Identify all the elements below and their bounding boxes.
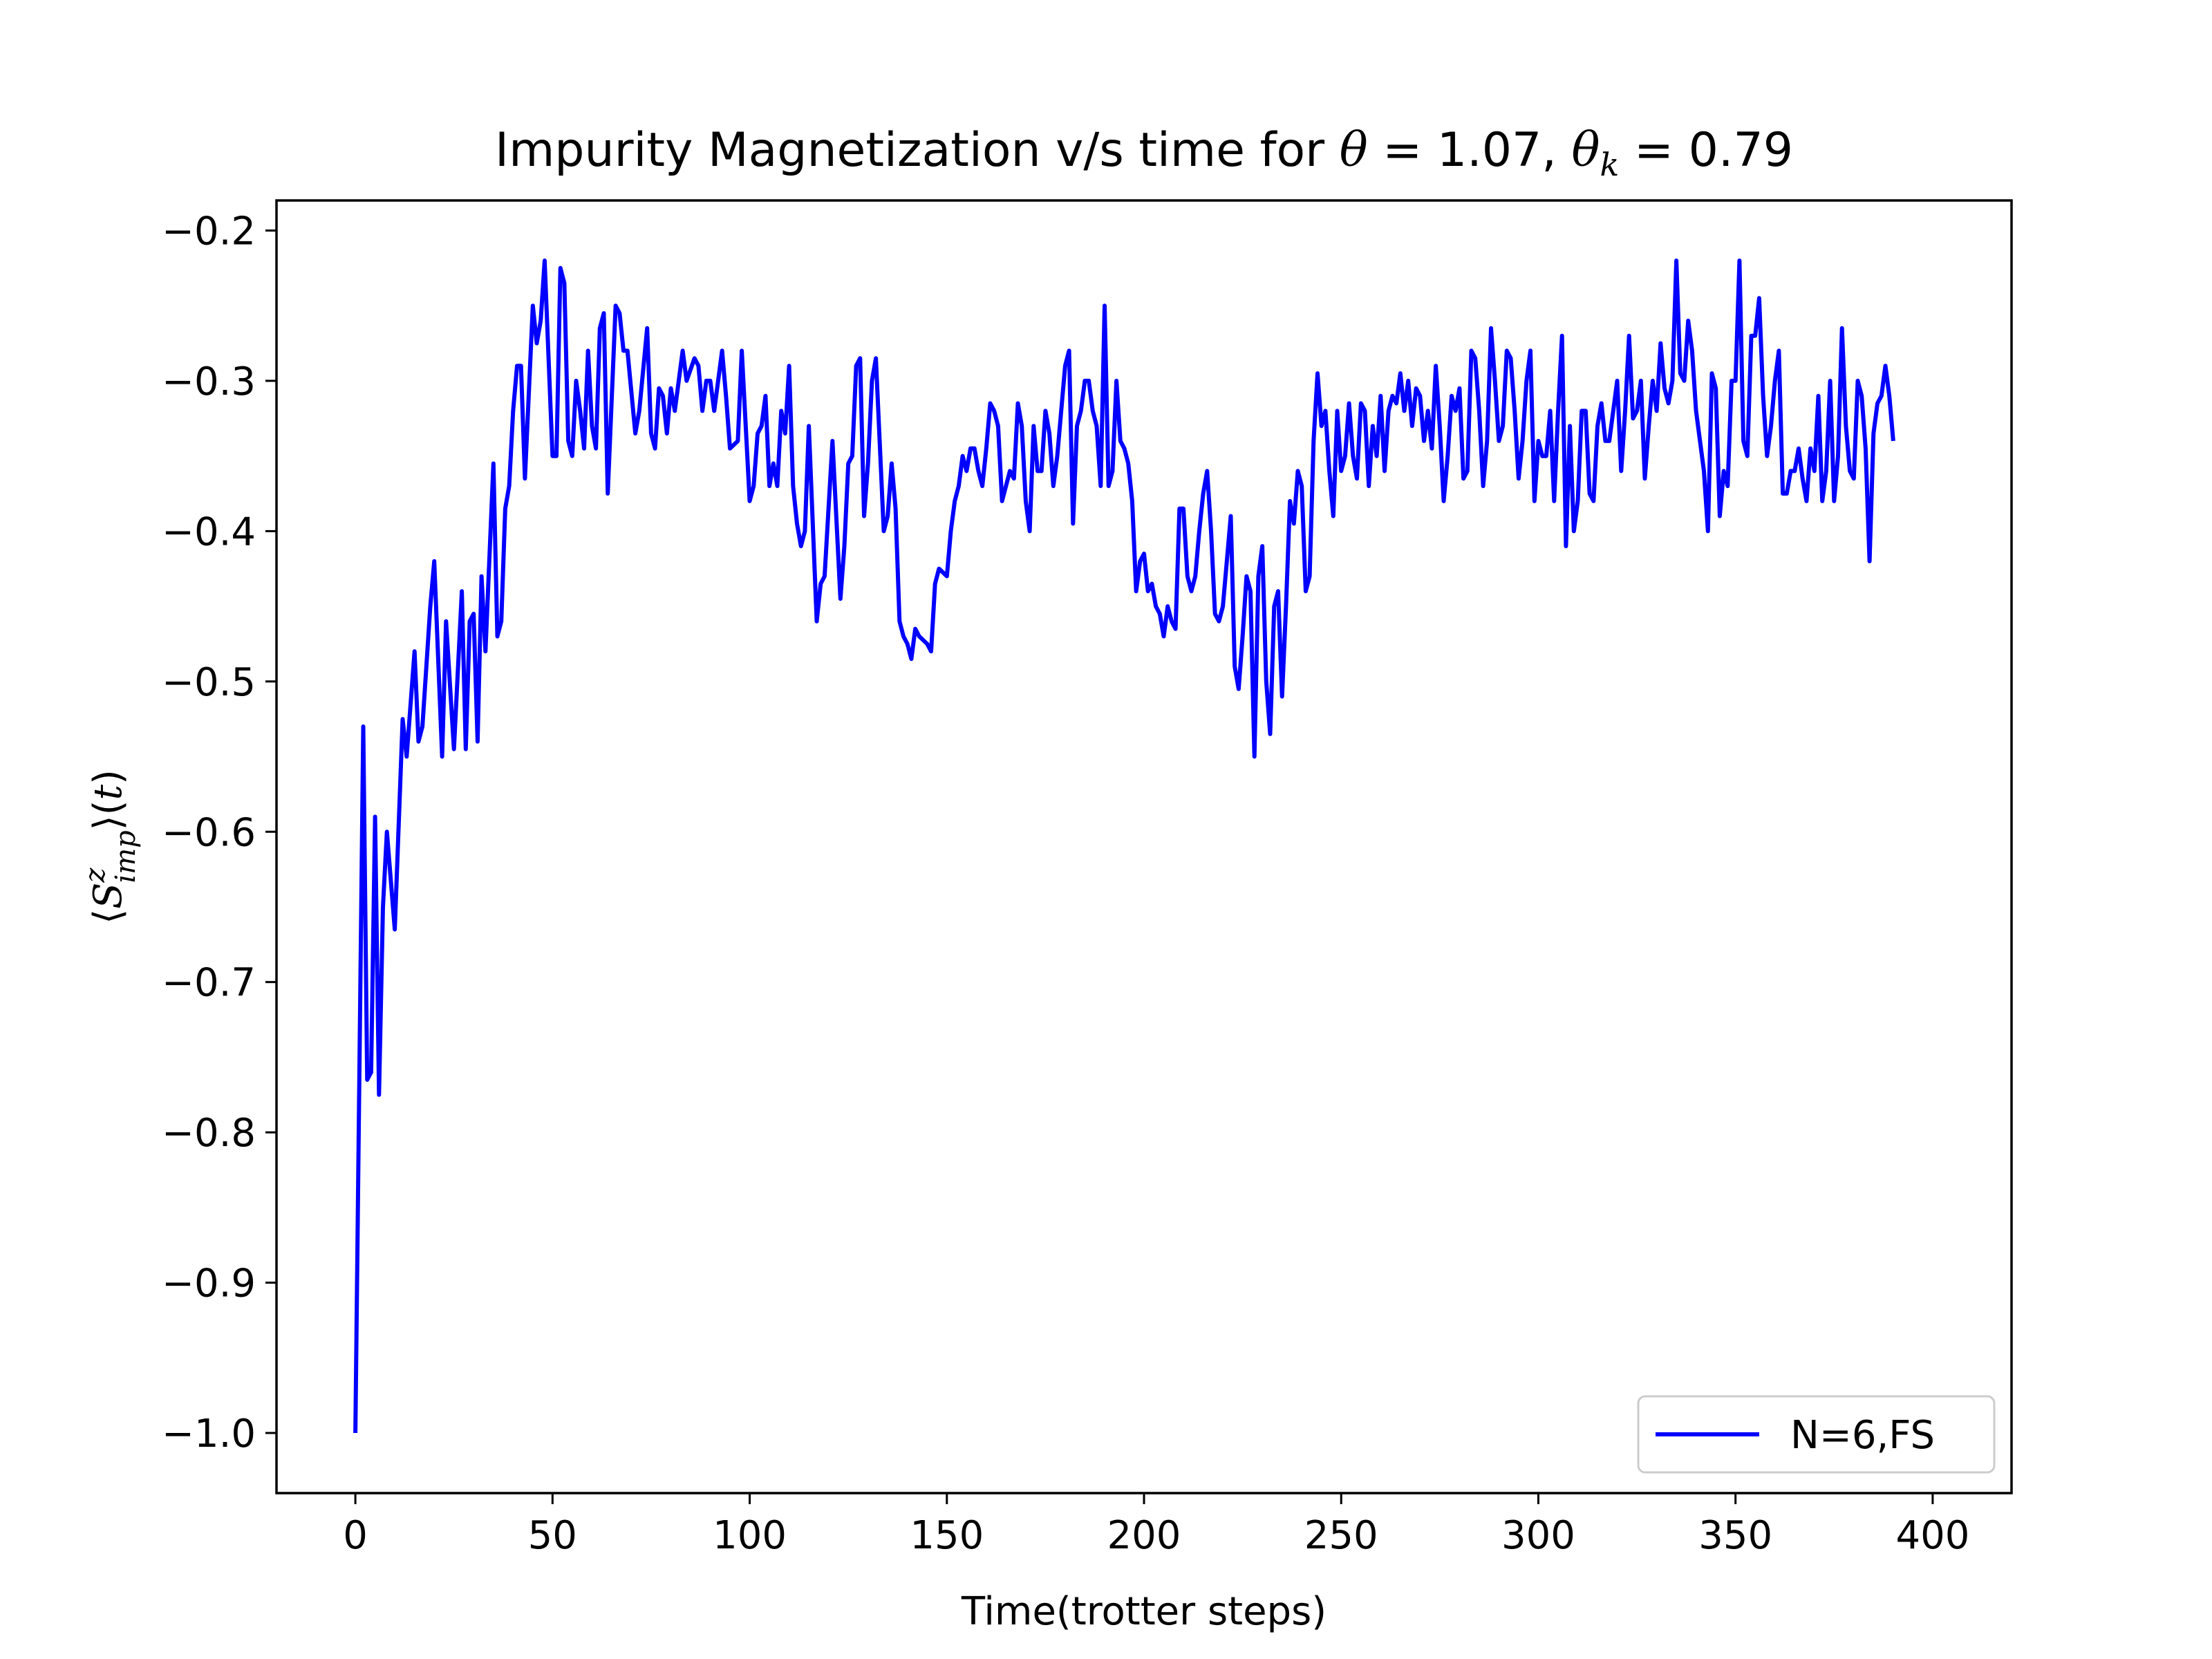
y-tick-label: −0.5 — [162, 660, 256, 705]
y-tick-label: −0.9 — [162, 1262, 256, 1306]
x-tick-label: 400 — [1895, 1513, 1969, 1558]
x-axis-label: Time(trotter steps) — [961, 1589, 1327, 1634]
y-axis-ticks: −1.0 −0.9 −0.8 −0.7 −0.6 −0.5 −0.4 −0.3 −0.2 — [162, 209, 276, 1456]
y-tick-label: −0.4 — [162, 509, 256, 554]
y-tick-label: −0.3 — [162, 359, 256, 404]
x-tick-label: 150 — [910, 1513, 984, 1558]
x-tick-label: 350 — [1698, 1513, 1772, 1558]
plot-area-frame — [275, 199, 2013, 1494]
x-tick-label: 250 — [1304, 1513, 1378, 1558]
legend: N=6,FS — [1637, 1395, 1996, 1474]
x-tick-label: 50 — [528, 1513, 577, 1558]
x-tick-label: 0 — [343, 1513, 368, 1558]
legend-label-n6-fs: N=6,FS — [1790, 1413, 1935, 1458]
legend-box — [1637, 1395, 1996, 1474]
series-line-n6-fs — [353, 259, 1895, 1434]
y-tick-label: −0.7 — [162, 961, 256, 1006]
x-tick-label: 300 — [1501, 1513, 1575, 1558]
y-tick-label: −0.2 — [162, 209, 256, 254]
x-axis-ticks: 0 50 100 150 200 250 300 350 400 — [343, 1493, 1969, 1558]
y-tick-label: −1.0 — [162, 1412, 256, 1456]
chart-title: Impurity Magnetization v/s time for θ = … — [495, 123, 1793, 183]
y-axis-label: ⟨Szimp⟩(t) — [79, 769, 142, 924]
x-tick-label: 200 — [1107, 1513, 1181, 1558]
y-tick-label: −0.6 — [162, 810, 256, 855]
x-tick-label: 100 — [713, 1513, 787, 1558]
y-tick-label: −0.8 — [162, 1111, 256, 1156]
